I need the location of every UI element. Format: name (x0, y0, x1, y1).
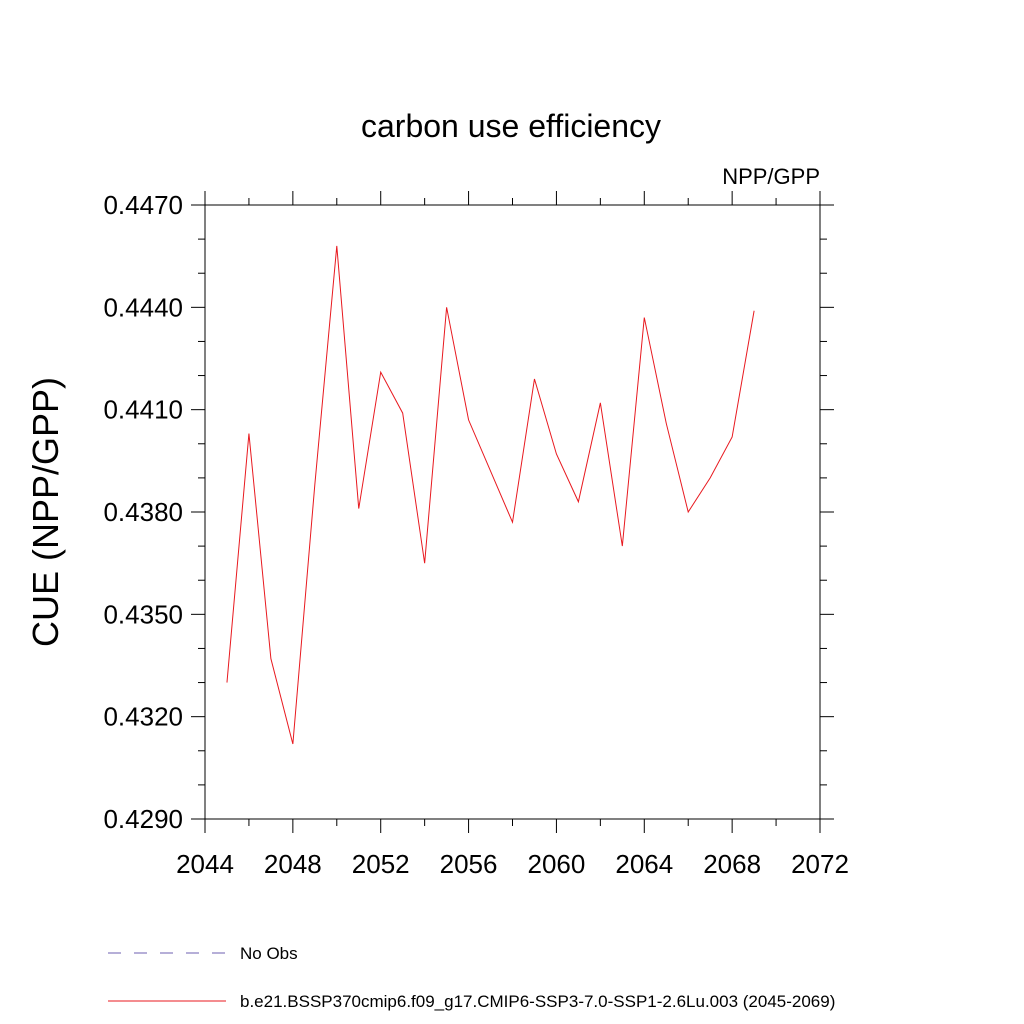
x-tick-label: 2060 (528, 849, 586, 879)
chart-title: carbon use efficiency (361, 108, 661, 144)
x-tick-labels: 2044 2048 2052 2056 2060 2064 2068 2072 (176, 849, 849, 879)
series-group (226, 245, 755, 745)
axis-ticks (191, 191, 834, 833)
legend-label-no-obs: No Obs (240, 944, 298, 963)
y-tick-label: 0.4440 (103, 292, 183, 322)
x-tick-label: 2072 (791, 849, 849, 879)
x-tick-label: 2056 (440, 849, 498, 879)
y-tick-label: 0.4380 (103, 497, 183, 527)
y-tick-label: 0.4470 (103, 190, 183, 220)
x-tick-label: 2052 (352, 849, 410, 879)
y-tick-label: 0.4350 (103, 599, 183, 629)
y-tick-labels: 0.4290 0.4320 0.4350 0.4380 0.4410 0.4440 0.44… (103, 190, 183, 834)
legend: No Obs b.e21.BSSP370cmip6.f09_g17.CMIP6-… (108, 944, 835, 1011)
y-tick-label: 0.4410 (103, 395, 183, 425)
x-tick-label: 2064 (615, 849, 673, 879)
x-tick-label: 2068 (703, 849, 761, 879)
chart-subtitle: NPP/GPP (722, 164, 820, 189)
legend-label-model-run: b.e21.BSSP370cmip6.f09_g17.CMIP6-SSP3-7.… (240, 992, 835, 1011)
plot-frame (204, 204, 821, 820)
x-tick-label: 2044 (176, 849, 234, 879)
y-axis-label: CUE (NPP/GPP) (25, 377, 66, 647)
y-tick-label: 0.4290 (103, 804, 183, 834)
y-tick-label: 0.4320 (103, 702, 183, 732)
x-tick-label: 2048 (264, 849, 322, 879)
series-line (226, 245, 755, 745)
